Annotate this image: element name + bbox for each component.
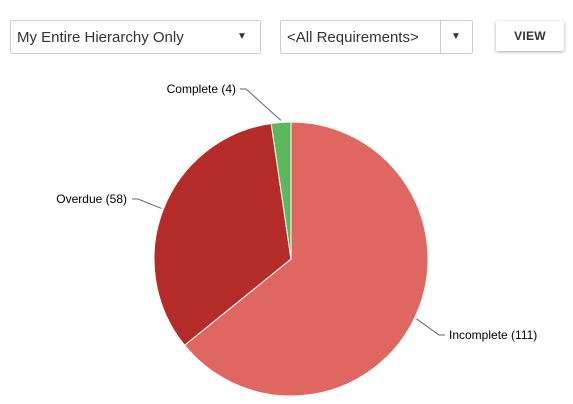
hierarchy-select[interactable]: My Entire Hierarchy Only ▼: [10, 20, 261, 54]
requirements-select-value: <All Requirements>: [287, 29, 419, 46]
pie-slice-1[interactable]: [153, 122, 292, 346]
chevron-down-icon[interactable]: ▼: [237, 31, 247, 42]
select-divider: [440, 21, 441, 53]
pie-labels: Incomplete (111) Overdue (58) Complete (4): [56, 82, 537, 342]
pie-label-connector-0: [416, 318, 445, 336]
pie-label-connector-1: [132, 198, 162, 209]
chevron-down-icon[interactable]: ▼: [451, 31, 461, 42]
pie-slice-label-1: Overdue (58): [56, 192, 127, 206]
pie-slice-label-2: Complete (4): [167, 82, 236, 96]
view-button[interactable]: VIEW: [496, 21, 564, 51]
pie-slice-label-0: Incomplete (111): [449, 328, 537, 342]
pie-slice-0[interactable]: [183, 121, 429, 397]
pie-slice-2[interactable]: [270, 121, 292, 260]
pie-label-connector-2: [240, 88, 282, 121]
hierarchy-select-value: My Entire Hierarchy Only: [17, 29, 184, 46]
pie-slices: [153, 121, 429, 397]
requirements-select[interactable]: <All Requirements> ▼: [280, 20, 473, 54]
